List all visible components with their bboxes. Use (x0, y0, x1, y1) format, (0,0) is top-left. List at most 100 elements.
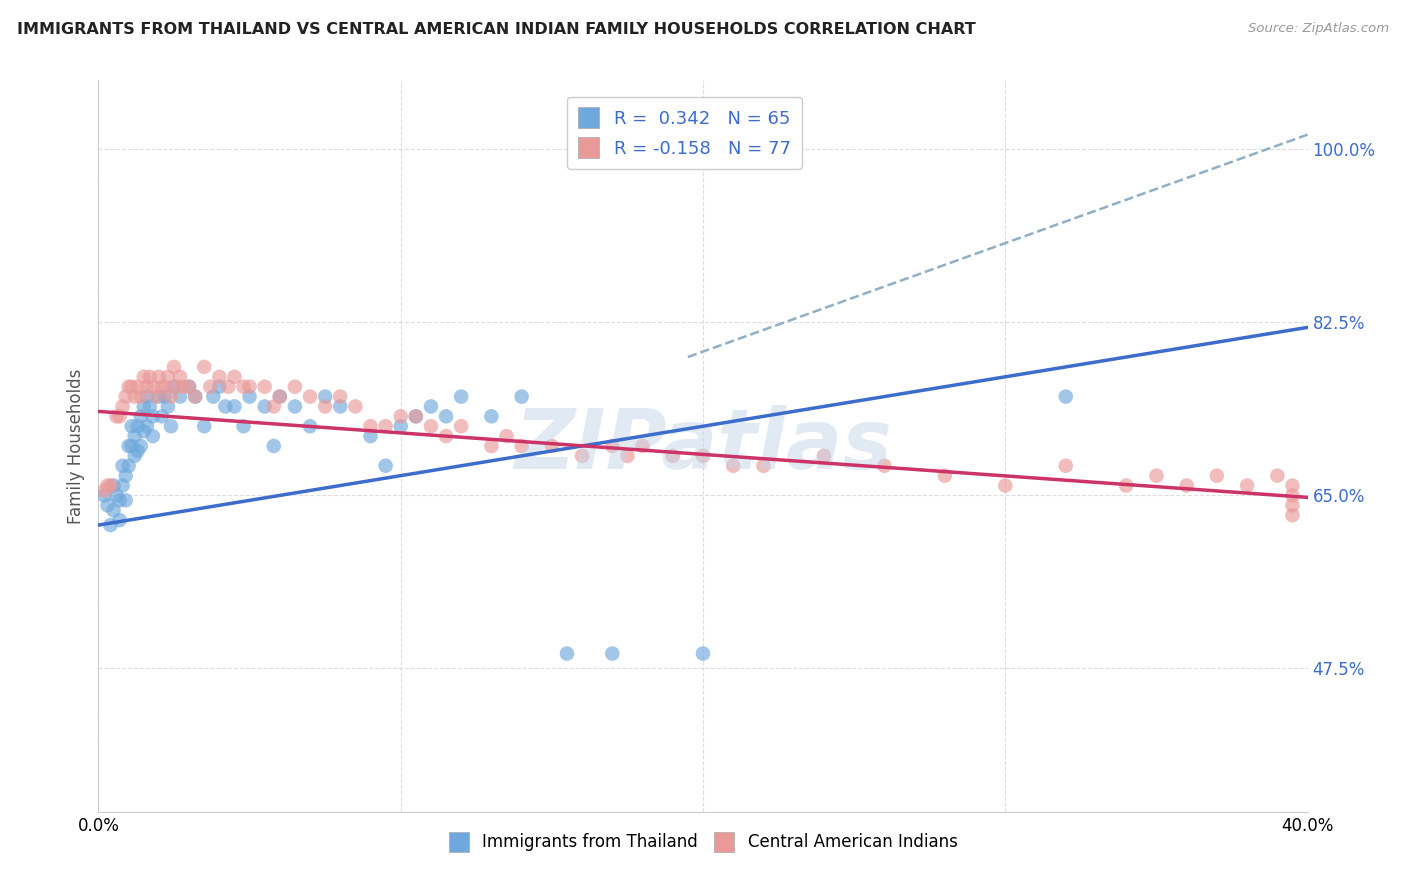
Point (269, 390, 291, 404)
Point (994, 478, 1017, 492)
Y-axis label: Family Households: Family Households (66, 368, 84, 524)
Point (510, 439, 533, 453)
Point (105, 409, 128, 424)
Point (420, 419, 443, 434)
Point (214, 400, 236, 414)
Point (1175, 478, 1198, 492)
Point (434, 429, 457, 443)
Point (420, 400, 443, 414)
Point (100, 518, 122, 533)
Point (284, 400, 307, 414)
Point (150, 409, 173, 424)
Legend: Immigrants from Thailand, Central American Indians: Immigrants from Thailand, Central Americ… (441, 826, 965, 858)
Point (118, 380, 141, 394)
Point (232, 419, 254, 434)
Point (405, 409, 427, 424)
Point (299, 419, 322, 434)
Point (139, 369, 162, 384)
Point (111, 458, 134, 473)
Point (360, 419, 382, 434)
Point (200, 380, 222, 394)
Point (135, 380, 157, 394)
Point (813, 449, 835, 463)
Point (111, 400, 134, 414)
Point (96, 498, 118, 512)
Point (555, 647, 578, 661)
Point (1267, 468, 1289, 483)
Point (121, 439, 143, 453)
Point (129, 390, 152, 404)
Point (148, 369, 170, 384)
Point (108, 409, 131, 424)
Point (142, 409, 165, 424)
Point (1054, 390, 1077, 404)
Point (129, 439, 152, 453)
Point (253, 380, 276, 394)
Point (124, 390, 146, 404)
Point (184, 390, 207, 404)
Point (224, 400, 246, 414)
Point (132, 369, 155, 384)
Point (202, 390, 225, 404)
Point (360, 429, 382, 443)
Point (148, 390, 170, 404)
Point (329, 390, 352, 404)
Point (1281, 488, 1303, 502)
Point (602, 439, 624, 453)
Point (239, 380, 262, 394)
Point (105, 488, 128, 502)
Point (169, 390, 191, 404)
Point (132, 424, 155, 438)
Point (495, 429, 517, 443)
Text: Source: ZipAtlas.com: Source: ZipAtlas.com (1249, 22, 1389, 36)
Point (100, 478, 122, 492)
Point (114, 493, 136, 508)
Text: ZIPatlas: ZIPatlas (515, 406, 891, 486)
Point (160, 419, 183, 434)
Point (405, 409, 427, 424)
Point (160, 390, 183, 404)
Point (184, 390, 207, 404)
Point (132, 400, 155, 414)
Point (150, 380, 173, 394)
Point (314, 400, 336, 414)
Point (93, 483, 115, 498)
Point (163, 380, 186, 394)
Point (127, 419, 149, 434)
Point (1281, 498, 1303, 512)
Point (1281, 478, 1303, 492)
Point (224, 369, 246, 384)
Point (193, 419, 215, 434)
Point (481, 439, 503, 453)
Point (661, 449, 683, 463)
Point (1115, 478, 1137, 492)
Point (169, 369, 191, 384)
Point (263, 400, 285, 414)
Point (118, 458, 141, 473)
Point (179, 380, 201, 394)
Point (450, 390, 472, 404)
Point (172, 380, 194, 394)
Point (121, 419, 143, 434)
Point (631, 439, 654, 453)
Point (540, 439, 562, 453)
Point (269, 390, 291, 404)
Point (510, 390, 533, 404)
Point (389, 409, 412, 424)
Point (114, 468, 136, 483)
Point (208, 369, 231, 384)
Point (93, 488, 115, 502)
Text: IMMIGRANTS FROM THAILAND VS CENTRAL AMERICAN INDIAN FAMILY HOUSEHOLDS CORRELATIO: IMMIGRANTS FROM THAILAND VS CENTRAL AMER… (17, 22, 976, 37)
Point (434, 409, 457, 424)
Point (108, 493, 131, 508)
Point (118, 439, 141, 453)
Point (163, 359, 186, 374)
Point (389, 419, 412, 434)
Point (329, 400, 352, 414)
Point (103, 503, 125, 517)
Point (1236, 478, 1258, 492)
Point (121, 380, 143, 394)
Point (232, 380, 254, 394)
Point (139, 400, 162, 414)
Point (142, 429, 165, 443)
